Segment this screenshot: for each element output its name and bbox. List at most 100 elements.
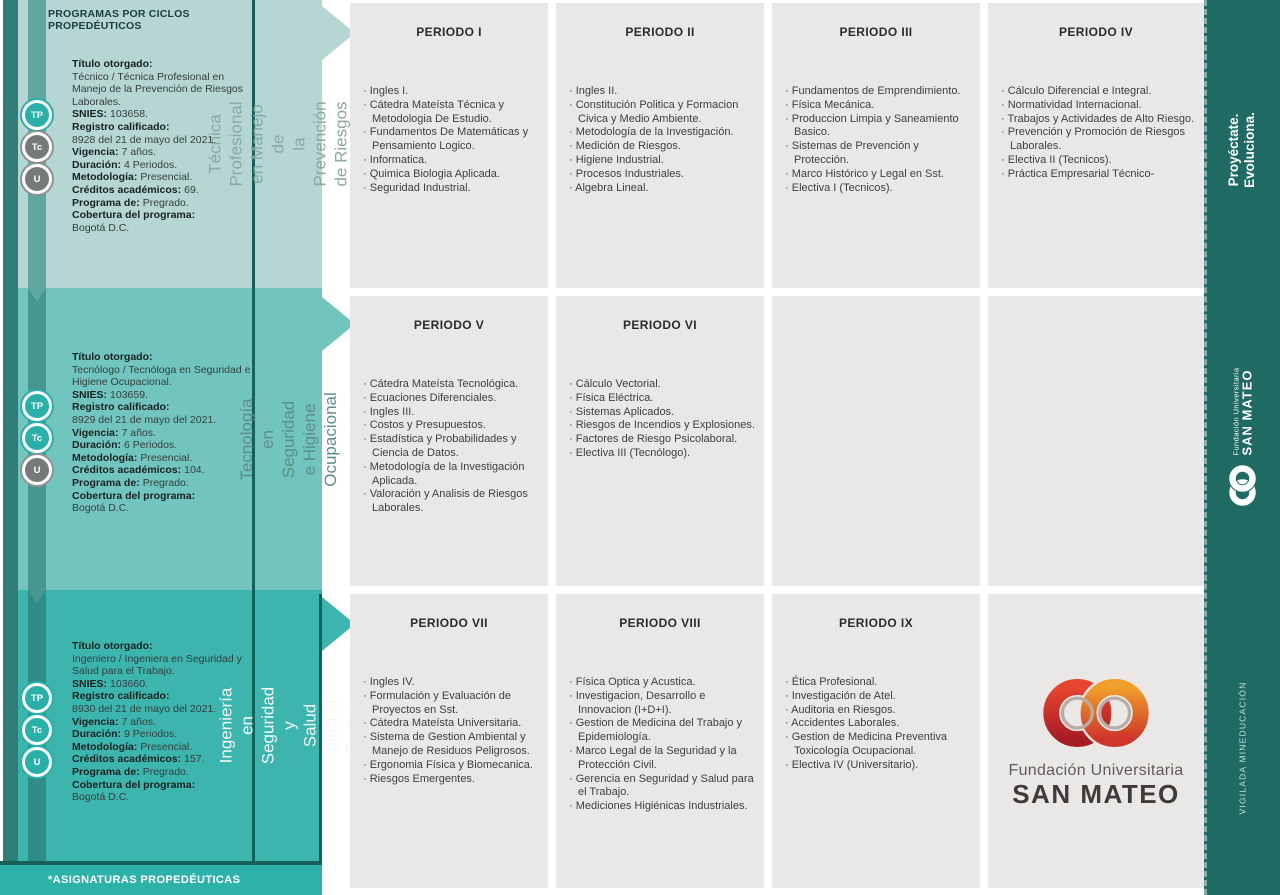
info-label: Cobertura del programa: [72, 778, 196, 791]
info-label: Duración: [72, 728, 122, 741]
info-line: Programa de: Pregrado. [72, 477, 254, 490]
info-band-divider-line [252, 0, 255, 861]
band-brand-big: SAN MATEO [1238, 368, 1254, 455]
logo-brand-small: Fundación Universitaria [1008, 762, 1184, 779]
course-item: Procesos Industriales. [569, 168, 759, 182]
period-title: PERIODO VII [410, 616, 488, 630]
vigilada-block: VIGILADA MINEDUCACIÓN [1204, 615, 1280, 880]
course-item: Práctica Empresarial Técnico- [1001, 168, 1199, 182]
periods-row-1: PERIODO I Ingles I.Cátedra Mateísta Técn… [350, 3, 1204, 288]
period-cell: PERIODO III Fundamentos de Emprendimient… [772, 3, 980, 288]
info-line: SNIES: 103658. [72, 108, 254, 121]
periods-row-2: PERIODO V Cátedra Mateísta Tecnológica.E… [350, 296, 1204, 586]
course-item: Higiene Industrial. [569, 154, 759, 168]
info-line: Registro calificado: 8930 del 21 de mayo … [72, 690, 254, 715]
info-line: Programa de: Pregrado. [72, 197, 254, 210]
period-cell: PERIODO VI Cálculo Vectorial.Física Eléc… [556, 296, 764, 586]
info-line: Vigencia: 7 años. [72, 716, 254, 729]
period-cell [772, 296, 980, 586]
info-line: Vigencia: 7 años. [72, 427, 254, 440]
cycle-badge: Tc [22, 423, 52, 453]
course-item: Riesgos de Incendios y Explosiones. [569, 419, 759, 433]
info-label: Título otorgado: [72, 640, 153, 652]
info-line: Duración: 9 Periodos. [72, 728, 254, 741]
info-value: Pregrado. [142, 476, 189, 489]
course-item: Mediciones Higiénicas Industriales. [569, 800, 759, 814]
course-item: Ética Profesional. [785, 676, 975, 690]
course-item: Quimica Biologia Aplicada. [363, 168, 543, 182]
period-title: PERIODO IV [1058, 25, 1133, 39]
info-value: Bogotá D.C. [72, 502, 130, 515]
period-title: PERIODO VI [622, 318, 697, 332]
course-item: Sistemas de Prevención y Protección. [785, 140, 975, 168]
san-mateo-logo-icon [1043, 676, 1151, 750]
course-item: Factores de Riesgo Psicolaboral. [569, 433, 759, 447]
course-item: Electiva III (Tecnólogo). [569, 447, 759, 461]
course-item: Ingles II. [569, 85, 759, 99]
info-value: 7 años. [121, 146, 156, 159]
cycle-badge-label: U [33, 464, 41, 476]
cycle-badge: Tc [22, 132, 52, 162]
info-line: Duración: 6 Periodos. [72, 439, 254, 452]
info-value: 7 años. [121, 715, 156, 728]
info-value: 103658. [110, 108, 148, 121]
course-list: Ética Profesional.Investigación de Atel.… [785, 676, 975, 773]
logo-brand-big: SAN MATEO [1012, 779, 1180, 809]
info-value: 8929 del 21 de mayo del 2021. [72, 413, 217, 426]
program-title-2: Tecnología en Seguridad e Higiene Ocupac… [237, 391, 340, 487]
course-item: Marco Histórico y Legal en Sst. [785, 168, 975, 182]
period-cell: PERIODO V Cátedra Mateísta Tecnológica.E… [350, 296, 548, 586]
course-item: Gestion de Medicina Preventiva Toxicolog… [785, 731, 975, 759]
course-item: Produccion Limpia y Saneamiento Basico. [785, 113, 975, 141]
course-item: Cálculo Diferencial e Integral. [1001, 85, 1199, 99]
info-value: 69. [184, 183, 199, 196]
info-line: SNIES: 103659. [72, 389, 254, 402]
course-item: Informatica. [363, 154, 543, 168]
info-value: 103659. [110, 388, 148, 401]
course-list: Cátedra Mateísta Tecnológica.Ecuaciones … [363, 378, 543, 516]
course-item: Ingles III. [363, 406, 543, 420]
info-value: Bogotá D.C. [72, 221, 130, 234]
info-line: Créditos académicos: 157. [72, 753, 254, 766]
course-item: Sistemas Aplicados. [569, 406, 759, 420]
info-value: 6 Periodos. [124, 439, 178, 452]
period-cell: PERIODO II Ingles II.Constitución Politi… [556, 3, 764, 288]
info-label: Créditos académicos: [72, 753, 182, 766]
course-item: Cátedra Mateísta Tecnológica. [363, 378, 543, 392]
band-brand-block: Fundación Universitaria SAN MATEO [1204, 325, 1280, 550]
info-label: Registro calificado: [72, 120, 170, 133]
course-item: Fundamentos De Matemáticas y Pensamiento… [363, 126, 543, 154]
info-line: Créditos académicos: 104. [72, 464, 254, 477]
course-item: Electiva IV (Universitario). [785, 759, 975, 773]
info-label: Programa de: [72, 476, 140, 489]
info-line: Vigencia: 7 años. [72, 146, 254, 159]
info-line: Metodología: Presencial. [72, 171, 254, 184]
info-label: Duración: [72, 158, 122, 171]
course-item: Ergonomia Física y Biomecanica. [363, 759, 543, 773]
info-value: Tecnólogo / Tecnóloga en Seguridad e Hig… [72, 363, 251, 389]
slogan-text: Proyéctate. Evoluciona. [1226, 112, 1257, 188]
info-line: Título otorgado: Técnico / Técnica Profes… [72, 58, 254, 108]
cycle-badges-row-2: TP Tc U [22, 391, 52, 485]
period-cell: PERIODO IX Ética Profesional.Investigaci… [772, 594, 980, 888]
info-value: 4 Periodos. [124, 158, 178, 171]
footer-note: *ASIGNATURAS PROPEDÉUTICAS [48, 874, 241, 886]
cycle-badge-label: TP [30, 109, 44, 121]
info-line: Cobertura del programa: Bogotá D.C. [72, 490, 254, 515]
right-side-band [1204, 0, 1280, 895]
program-row-3-background [3, 590, 322, 861]
course-item: Trabajos y Actividades de Alto Riesgo. [1001, 113, 1199, 127]
slogan-block: Proyéctate. Evoluciona. [1204, 50, 1280, 250]
course-list: Cálculo Diferencial e Integral.Normativi… [1001, 85, 1199, 182]
info-value: Presencial. [140, 451, 193, 464]
cycle-badge: TP [22, 391, 52, 421]
course-list: Ingles I.Cátedra Mateísta Técnica y Meto… [363, 85, 543, 195]
course-list: Ingles IV.Formulación y Evaluación de Pr… [363, 676, 543, 786]
cycle-badges-row-1: TP Tc U [22, 100, 52, 194]
info-label: Programa de: [72, 196, 140, 209]
course-item: Cátedra Mateísta Técnica y Metodologia D… [363, 99, 543, 127]
cycle-badge: TP [22, 100, 52, 130]
info-line: Metodología: Presencial. [72, 741, 254, 754]
info-value: Bogotá D.C. [72, 791, 130, 804]
course-item: Valoración y Analisis de Riesgos Laboral… [363, 488, 543, 516]
